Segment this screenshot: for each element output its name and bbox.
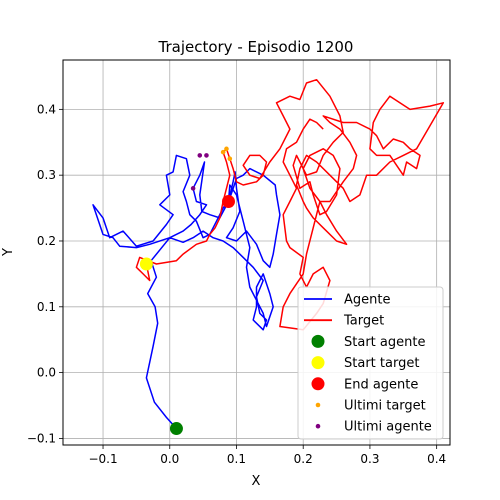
x-axis-label: X	[252, 474, 261, 489]
legend-marker-handle	[311, 356, 325, 370]
legend-entry-label: Ultimi agente	[344, 420, 432, 435]
y-tick-label: 0.3	[37, 168, 56, 182]
x-tick-label: 0.4	[427, 452, 446, 466]
legend-entry-label: Ultimi target	[344, 399, 426, 414]
x-tick-label: 0.0	[160, 452, 179, 466]
plot-frame	[62, 59, 451, 446]
ultimi-target-point	[220, 149, 226, 155]
legend-marker-handle	[311, 377, 325, 391]
ultimi-target-point	[224, 146, 229, 152]
legend-marker-handle	[311, 334, 325, 348]
legend-entry-label: Start agente	[344, 335, 425, 350]
y-tick-label: 0.1	[37, 300, 56, 314]
end-agente-marker	[221, 194, 235, 208]
legend: Agente Target Start agente Start target End …	[297, 286, 444, 440]
series-target-line	[135, 78, 445, 331]
legend-entry-label: Agente	[344, 293, 390, 308]
ultimi-target-point	[227, 156, 233, 162]
legend-point-handle	[315, 402, 321, 408]
x-axis: −0.1 0.0 0.1 0.2 0.3 0.4	[88, 445, 446, 466]
y-axis: −0.1 0.0 0.1 0.2 0.3 0.4	[27, 102, 63, 445]
series-layer	[92, 78, 445, 436]
start-target-marker	[139, 257, 153, 271]
ultimi-agente-point	[204, 153, 209, 158]
grid	[63, 60, 450, 445]
y-tick-label: 0.2	[37, 234, 56, 248]
legend-point-handle	[315, 423, 321, 429]
legend-box	[297, 286, 444, 440]
x-tick-label: 0.3	[360, 452, 379, 466]
series-agente-line	[92, 154, 281, 430]
ultimi-agente-point	[197, 153, 203, 158]
y-tick-label: 0.0	[37, 366, 56, 380]
legend-entry-label: Start target	[344, 356, 419, 371]
x-tick-label: 0.1	[227, 452, 246, 466]
y-axis-label: Y	[1, 248, 16, 257]
legend-entry-label: Target	[343, 314, 384, 329]
x-tick-label: −0.1	[88, 452, 117, 466]
x-tick-label: 0.2	[294, 452, 313, 466]
y-tick-label: −0.1	[27, 431, 56, 445]
start-agente-marker	[169, 422, 183, 436]
ultimi-agente-point	[190, 186, 196, 191]
chart-title: Trajectory - Episodio 1200	[158, 38, 354, 56]
legend-entry-label: End agente	[344, 377, 418, 392]
y-tick-label: 0.4	[37, 102, 56, 116]
